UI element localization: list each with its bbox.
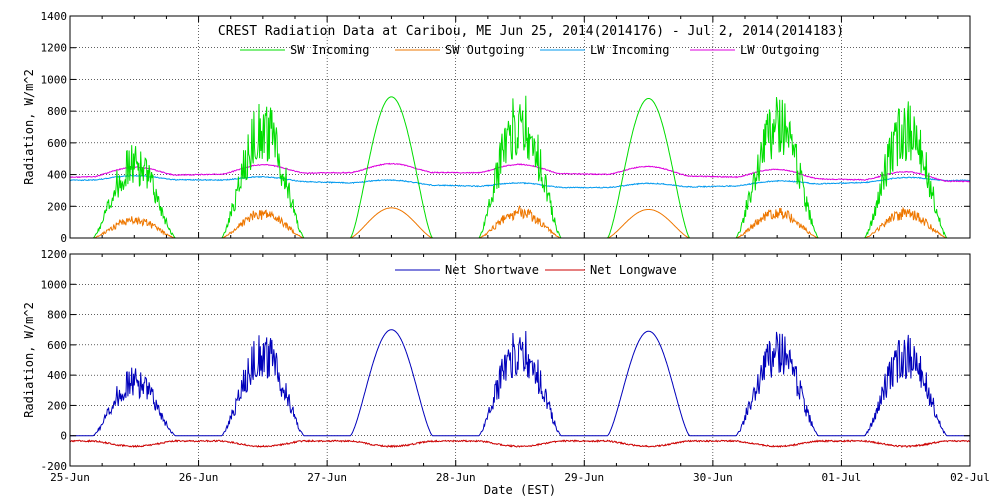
x-ticks: 25-Jun 26-Jun 27-Jun 28-Jun 29-Jun 30-Jun 01-J… [50,471,990,484]
x-tick-label: 02-Jul [950,471,990,484]
y-tick-label: 400 [47,169,67,182]
y-tick-label: 800 [47,105,67,118]
y-tick-label: 1000 [41,278,68,291]
x-axis-label: Date (EST) [484,483,556,497]
bottom-y-axis-label: Radiation, W/m^2 [22,302,36,418]
legend-label-net-longwave: Net Longwave [590,263,677,277]
bottom-legend: Net Shortwave Net Longwave [395,263,677,277]
series-net-longwave [69,439,971,449]
y-tick-label: 400 [47,369,67,382]
series-sw-incoming [70,95,970,239]
legend-label-lw-incoming: LW Incoming [590,43,669,57]
legend-label-net-shortwave: Net Shortwave [445,263,539,277]
y-tick-label: 1200 [41,248,68,261]
legend-label-sw-outgoing: SW Outgoing [445,43,524,57]
x-tick-label: 30-Jun [693,471,733,484]
chart-title: CREST Radiation Data at Caribou, ME Jun … [218,24,844,39]
y-tick-label: 600 [47,339,67,352]
series-lw-incoming [69,174,971,189]
bottom-panel: -200 0 200 400 600 800 1000 1200 Radiation, W/m… [22,248,990,497]
series-sw-outgoing [70,204,970,239]
x-tick-label: 26-Jun [179,471,219,484]
top-panel: 0 200 400 600 800 1000 1200 1400 Radiation, W/m… [22,10,971,245]
x-tick-label: 25-Jun [50,471,90,484]
x-tick-label: 28-Jun [436,471,476,484]
top-y-axis-label: Radiation, W/m^2 [22,69,36,185]
top-legend: SW Incoming SW Outgoing LW Incoming LW O… [240,43,819,57]
bottom-plot-frame [69,253,971,467]
x-tick-label: 01-Jul [822,471,862,484]
x-tick-label: 27-Jun [307,471,347,484]
y-tick-label: 0 [60,232,67,245]
y-tick-label: -200 [41,460,68,473]
bottom-series [69,329,971,449]
y-tick-label: 0 [60,430,67,443]
y-tick-label: 1200 [41,42,68,55]
y-tick-label: 1000 [41,73,68,86]
y-tick-label: 800 [47,309,67,322]
bottom-grid [70,254,970,466]
series-lw-outgoing [69,162,971,183]
y-tick-label: 200 [47,399,67,412]
top-series [69,95,971,239]
x-tick-label: 29-Jun [564,471,604,484]
legend-label-lw-outgoing: LW Outgoing [740,43,819,57]
y-tick-label: 1400 [41,10,68,23]
top-y-ticks: 0 200 400 600 800 1000 1200 1400 [41,10,971,245]
bottom-y-ticks: -200 0 200 400 600 800 1000 1200 [41,248,971,473]
series-net-shortwave [70,329,970,437]
legend-label-sw-incoming: SW Incoming [290,43,369,57]
y-tick-label: 200 [47,200,67,213]
y-tick-label: 600 [47,137,67,150]
